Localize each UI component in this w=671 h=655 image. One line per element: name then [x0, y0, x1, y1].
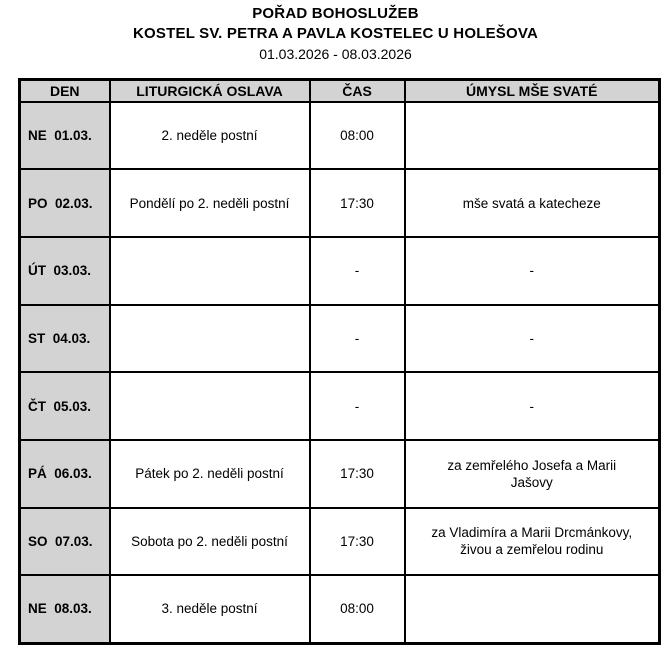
celebration-cell: Pondělí po 2. neděli postní: [108, 168, 311, 238]
schedule-table: DEN LITURGICKÁ OSLAVA ČAS ÚMYSL MŠE SVAT…: [18, 78, 661, 645]
day-cell: ÚT 03.03.: [18, 235, 111, 306]
date-range: 01.03.2026 - 08.03.2026: [259, 46, 412, 62]
celebration-cell: [108, 235, 311, 306]
intention-cell: za zemřelého Josefa a Marii Jašovy: [403, 438, 661, 509]
table-row: NE 08.03. 3. neděle postní 08:00: [18, 574, 661, 644]
intention-cell: [403, 574, 661, 644]
column-header-intention: ÚMYSL MŠE SVATÉ: [403, 78, 661, 103]
day-cell: NE 01.03.: [18, 100, 111, 171]
intention-cell: -: [403, 371, 661, 441]
intention-cell: -: [403, 235, 661, 306]
table-row: ÚT 03.03. - -: [18, 235, 661, 306]
day-cell: PÁ 06.03.: [18, 438, 111, 509]
table-row: SO 07.03. Sobota po 2. neděli postní 17:…: [18, 506, 661, 577]
intention-cell: [403, 100, 661, 171]
header-row: DEN LITURGICKÁ OSLAVA ČAS ÚMYSL MŠE SVAT…: [18, 78, 661, 103]
intention-cell: za Vladimíra a Marii Drcmánkovy, živou a…: [403, 506, 661, 577]
page-title: POŘAD BOHOSLUŽEB: [252, 5, 419, 22]
column-header-day: DEN: [18, 78, 111, 103]
intention-cell: mše svatá a katecheze: [403, 168, 661, 238]
time-cell: 08:00: [308, 100, 406, 171]
celebration-cell: 3. neděle postní: [108, 574, 311, 644]
table-row: PO 02.03. Pondělí po 2. neděli postní 17…: [18, 168, 661, 238]
time-cell: 17:30: [308, 506, 406, 577]
document-header: POŘAD BOHOSLUŽEB KOSTEL SV. PETRA A PAVL…: [0, 4, 671, 64]
day-cell: NE 08.03.: [18, 574, 111, 644]
day-cell: ČT 05.03.: [18, 371, 111, 441]
day-cell: PO 02.03.: [18, 168, 111, 238]
day-cell: SO 07.03.: [18, 506, 111, 577]
table-row: PÁ 06.03. Pátek po 2. neděli postní 17:3…: [18, 438, 661, 509]
celebration-cell: Sobota po 2. neděli postní: [108, 506, 311, 577]
celebration-cell: [108, 371, 311, 441]
page-subtitle: KOSTEL SV. PETRA A PAVLA KOSTELEC U HOLE…: [133, 25, 538, 42]
table-header: DEN LITURGICKÁ OSLAVA ČAS ÚMYSL MŠE SVAT…: [18, 78, 661, 103]
time-cell: -: [308, 235, 406, 306]
celebration-cell: Pátek po 2. neděli postní: [108, 438, 311, 509]
table-row: ČT 05.03. - -: [18, 371, 661, 441]
time-cell: 17:30: [308, 438, 406, 509]
day-cell: ST 04.03.: [18, 303, 111, 374]
intention-cell: -: [403, 303, 661, 374]
time-cell: -: [308, 371, 406, 441]
table-row: NE 01.03. 2. neděle postní 08:00: [18, 100, 661, 171]
column-header-celebration: LITURGICKÁ OSLAVA: [108, 78, 311, 103]
time-cell: 17:30: [308, 168, 406, 238]
celebration-cell: [108, 303, 311, 374]
column-header-time: ČAS: [308, 78, 406, 103]
time-cell: 08:00: [308, 574, 406, 644]
celebration-cell: 2. neděle postní: [108, 100, 311, 171]
table-row: ST 04.03. - -: [18, 303, 661, 374]
time-cell: -: [308, 303, 406, 374]
